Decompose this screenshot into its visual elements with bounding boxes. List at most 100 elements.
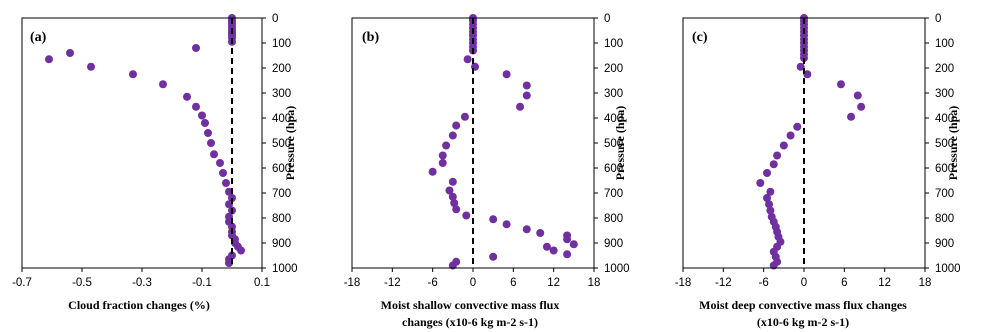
data-point: [198, 111, 206, 120]
data-point: [516, 102, 525, 111]
data-point: [769, 160, 778, 169]
x-tick-label: 12: [878, 277, 891, 289]
y-tick-label: 700: [272, 188, 291, 200]
panel-c-y-label: Pressure (hpa): [946, 106, 960, 181]
data-point: [763, 169, 772, 177]
panel-b-y-label: Pressure (hpa): [613, 106, 627, 181]
y-tick-label: 400: [935, 113, 954, 125]
data-point: [836, 80, 845, 89]
data-point: [204, 129, 212, 137]
y-tick-label: 500: [272, 138, 291, 150]
x-tick-label: 0: [470, 277, 476, 289]
data-point: [237, 246, 245, 255]
panel-a-points: [45, 14, 245, 267]
y-tick-label: 600: [935, 163, 954, 175]
panel-b-label: (b): [362, 30, 379, 45]
data-point: [448, 131, 457, 140]
panel-a-y-label: Pressure (hpa): [283, 106, 297, 181]
data-point: [192, 102, 200, 111]
x-tick-label: -0.5: [72, 277, 92, 289]
y-tick-label: 200: [604, 63, 623, 75]
data-point: [793, 122, 802, 131]
y-tick-label: 800: [272, 213, 291, 225]
data-point: [773, 151, 782, 160]
data-point: [463, 55, 472, 64]
x-tick-label: -0.3: [132, 277, 152, 289]
x-tick-label: -0.7: [12, 277, 32, 289]
panel-c-x-ticks: -18 -12 -6 0 6 12 18: [675, 268, 931, 289]
data-point: [847, 112, 856, 121]
data-point: [207, 139, 215, 147]
x-tick-label: -0.1: [192, 277, 212, 289]
y-tick-label: 700: [604, 188, 623, 200]
y-tick-label: 800: [935, 213, 954, 225]
data-point: [450, 199, 459, 207]
x-tick-label: 12: [547, 277, 560, 289]
panel-b: (b) -18 -12 -6 0 6 12 18 0 100 200 300 400 500 600 70…: [344, 13, 630, 329]
y-tick-label: 100: [272, 38, 291, 50]
data-point: [563, 250, 572, 259]
panel-c-x-label: Moist deep convective mass flux changes: [699, 298, 907, 312]
y-tick-label: 300: [272, 88, 291, 100]
y-tick-label: 100: [604, 38, 623, 50]
y-tick-label: 300: [935, 88, 954, 100]
data-point: [445, 186, 454, 195]
data-point: [763, 194, 772, 202]
panel-b-x-ticks: -18 -12 -6 0 6 12 18: [344, 268, 600, 289]
data-point: [853, 91, 862, 100]
y-tick-label: 200: [935, 63, 954, 75]
y-tick-label: 900: [272, 238, 291, 250]
panel-a-x-label: Cloud fraction changes (%): [68, 298, 210, 312]
data-point: [489, 252, 498, 261]
y-tick-label: 300: [604, 88, 623, 100]
data-point: [489, 215, 498, 224]
y-tick-label: 1000: [935, 263, 961, 275]
y-tick-label: 400: [604, 113, 623, 125]
data-point: [462, 211, 471, 220]
x-tick-label: -6: [759, 277, 769, 289]
data-point: [803, 70, 812, 79]
data-point: [448, 177, 457, 186]
data-point: [522, 225, 531, 234]
data-point: [460, 112, 469, 121]
panel-b-y-ticks: 0 100 200 300 400 500 600 700 800 900 1000: [594, 13, 630, 275]
data-point: [428, 167, 437, 176]
x-tick-label: -18: [675, 277, 692, 289]
data-point: [502, 70, 511, 79]
data-point: [183, 92, 191, 101]
data-point: [522, 91, 531, 100]
data-point: [219, 169, 227, 177]
data-point: [542, 242, 551, 251]
data-point: [452, 121, 461, 130]
panel-b-x-label-units: changes (x10-6 kg m-2 s-1): [402, 315, 538, 329]
data-point: [452, 205, 461, 214]
y-tick-label: 600: [272, 163, 291, 175]
data-point: [45, 55, 53, 64]
data-point: [438, 159, 447, 167]
panel-c-label: (c): [692, 30, 708, 45]
panel-b-points: [428, 14, 578, 270]
data-point: [448, 192, 457, 201]
data-point: [192, 44, 200, 52]
y-tick-label: 1000: [272, 263, 298, 275]
panel-a: (a) -0.7 -0.5 -0.3 -0.1 0.1 0 100 200 300 400 500…: [12, 13, 298, 312]
y-tick-label: 900: [935, 238, 954, 250]
panel-c-x-label-units: (x10-6 kg m-2 s-1): [757, 315, 849, 329]
x-tick-label: 0: [801, 277, 807, 289]
y-tick-label: 700: [935, 188, 954, 200]
x-tick-label: -12: [384, 277, 401, 289]
y-tick-label: 200: [272, 63, 291, 75]
data-point: [857, 102, 866, 111]
data-point: [563, 235, 572, 244]
data-point: [216, 159, 224, 167]
data-point: [522, 81, 531, 90]
x-tick-label: 6: [841, 277, 847, 289]
y-tick-label: 900: [604, 238, 623, 250]
x-tick-label: 0.1: [254, 277, 270, 289]
y-tick-label: 1000: [604, 263, 630, 275]
data-point: [442, 141, 451, 150]
y-tick-label: 800: [604, 213, 623, 225]
y-tick-label: 500: [935, 138, 954, 150]
data-point: [66, 49, 74, 57]
y-tick-label: 0: [604, 13, 610, 25]
